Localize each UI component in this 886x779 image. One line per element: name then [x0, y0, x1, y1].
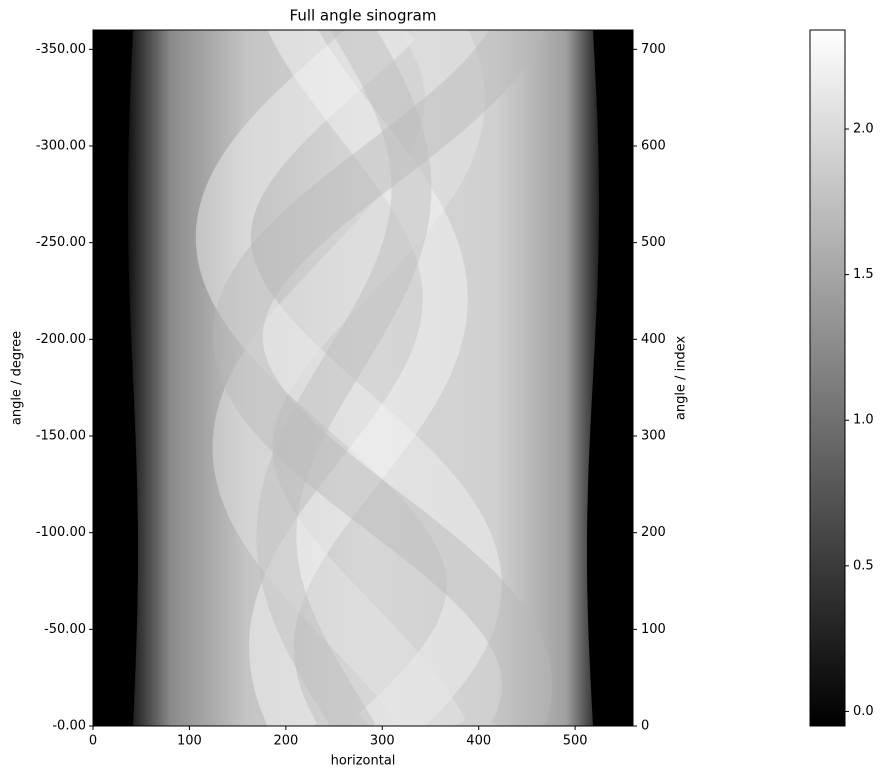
y2-tick-label: 200	[641, 525, 666, 540]
colorbar-tick-label: 0.0	[853, 704, 874, 719]
y-tick-label: -250.00	[36, 235, 86, 250]
y-tick-label: -350.00	[36, 42, 86, 57]
colorbar-tick-label: 1.0	[853, 413, 874, 428]
y2-axis-label: angle / index	[674, 336, 689, 421]
y-tick-label: -150.00	[36, 429, 86, 444]
y-tick-label: -50.00	[44, 622, 86, 637]
y2-tick-label: 0	[641, 719, 649, 734]
x-tick-label: 500	[563, 734, 588, 749]
sinogram-band	[249, 30, 468, 726]
colorbar-tick-label: 1.5	[853, 267, 874, 282]
sinogram-image	[93, 30, 633, 726]
sinogram-band	[212, 30, 553, 726]
x-tick-label: 300	[370, 734, 395, 749]
colorbar-tick-label: 0.5	[853, 558, 874, 573]
y2-tick-label: 600	[641, 139, 666, 154]
y2-tick-label: 300	[641, 429, 666, 444]
y-tick-label: -200.00	[36, 332, 86, 347]
y-axis-label: angle / degree	[10, 331, 25, 425]
colorbar-tick-label: 2.0	[853, 122, 874, 137]
sinogram-band	[195, 30, 502, 726]
chart-title: Full angle sinogram	[290, 7, 437, 25]
x-tick-label: 0	[89, 734, 97, 749]
x-tick-label: 400	[466, 734, 491, 749]
x-tick-label: 200	[273, 734, 298, 749]
x-axis-label: horizontal	[331, 754, 396, 769]
y-tick-label: -100.00	[36, 525, 86, 540]
plot-frame	[92, 29, 634, 727]
y2-tick-label: 500	[641, 235, 666, 250]
sinogram-body	[128, 30, 599, 726]
sinogram-band	[256, 30, 432, 726]
sinogram-band	[212, 30, 485, 726]
y2-tick-label: 100	[641, 622, 666, 637]
y2-tick-label: 400	[641, 332, 666, 347]
y-tick-label: -0.00	[52, 719, 86, 734]
x-tick-label: 100	[177, 734, 202, 749]
y2-tick-label: 700	[641, 42, 666, 57]
y-tick-label: -300.00	[36, 139, 86, 154]
colorbar	[809, 29, 846, 727]
